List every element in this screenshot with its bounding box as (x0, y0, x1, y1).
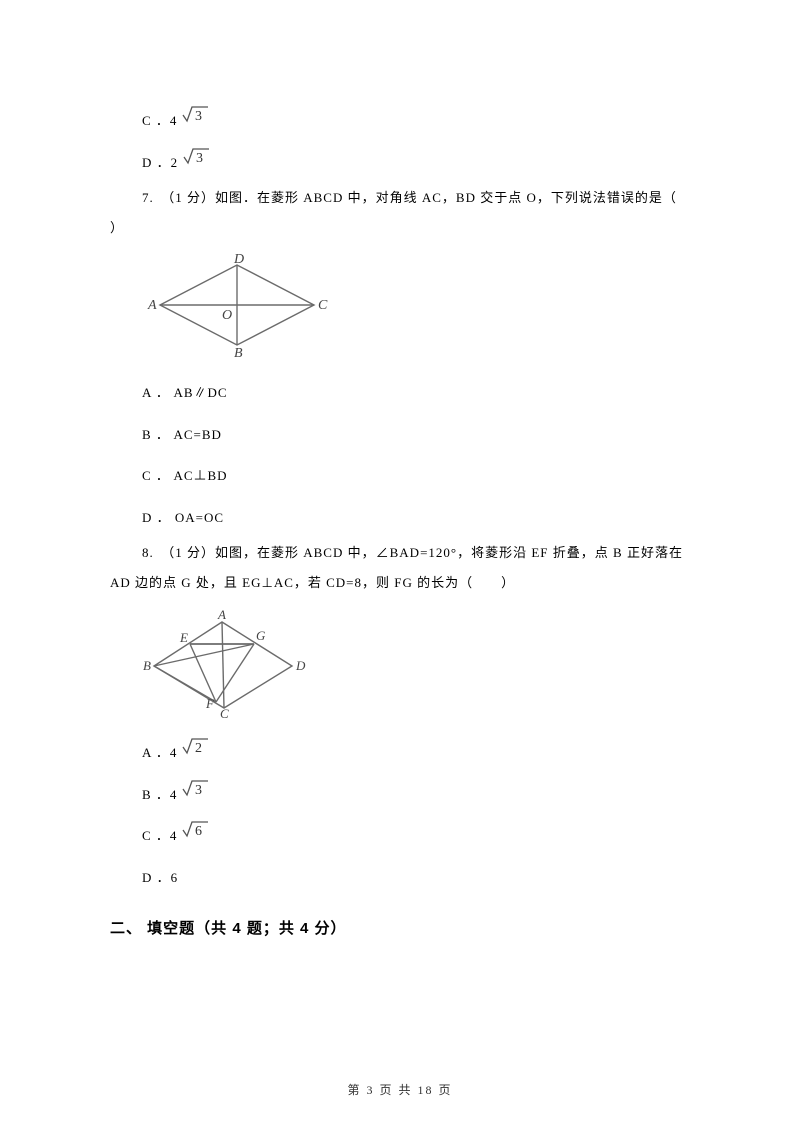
fold-rhombus-icon: A B C D E F G (142, 608, 322, 718)
svg-text:B: B (143, 658, 151, 673)
q8-option-d: D ．6 (110, 857, 690, 899)
q6-optC-text: C ．4 (142, 100, 177, 142)
section-2-title: 二、 填空题（共 4 题；共 4 分） (110, 917, 690, 938)
sqrt-3-icon: 3 (181, 774, 211, 816)
q7-option-c: C ． AC⊥BD (110, 455, 690, 497)
q8-diagram: A B C D E F G (110, 608, 690, 722)
svg-text:C: C (220, 706, 229, 718)
q8-option-b: B ．4 3 (110, 774, 690, 816)
svg-text:G: G (256, 628, 266, 643)
q8-optB-text: B ．4 (142, 774, 177, 816)
page-footer: 第 3 页 共 18 页 (0, 1081, 800, 1098)
svg-text:A: A (147, 298, 157, 313)
q7-diagram: A D C B O (110, 253, 690, 362)
q8-stem-line2: AD 边的点 G 处，且 EG⊥AC，若 CD=8，则 FG 的长为（ ） (110, 568, 690, 598)
svg-text:3: 3 (196, 151, 204, 166)
rhombus-abcd-icon: A D C B O (142, 253, 342, 358)
q6-option-c: C ．4 3 (110, 100, 690, 142)
sqrt-2-icon: 2 (181, 732, 211, 774)
q8-optA-text: A ．4 (142, 732, 177, 774)
q6-option-d: D ．2 3 (110, 142, 690, 184)
svg-text:3: 3 (195, 109, 203, 124)
q7-stem-line2: ） (110, 213, 690, 243)
q7-stem-line1: 7. （1 分）如图．在菱形 ABCD 中，对角线 AC，BD 交于点 O，下列… (110, 183, 690, 213)
svg-text:D: D (233, 253, 244, 267)
q7-option-d: D ． OA=OC (110, 497, 690, 539)
svg-text:F: F (205, 696, 215, 711)
svg-text:O: O (222, 308, 232, 323)
q8-option-c: C ．4 6 (110, 815, 690, 857)
q6-optD-text: D ．2 (142, 142, 178, 184)
svg-text:C: C (318, 298, 328, 313)
q8-stem-line1: 8. （1 分）如图，在菱形 ABCD 中，∠BAD=120°，将菱形沿 EF … (110, 538, 690, 568)
q7-option-b: B ． AC=BD (110, 414, 690, 456)
svg-text:3: 3 (195, 783, 203, 798)
svg-text:D: D (295, 658, 306, 673)
q8-option-a: A ．4 2 (110, 732, 690, 774)
svg-text:2: 2 (195, 741, 203, 756)
svg-text:B: B (234, 346, 243, 358)
svg-text:6: 6 (195, 824, 203, 839)
sqrt-3-icon: 3 (181, 100, 211, 142)
sqrt-6-icon: 6 (181, 815, 211, 857)
sqrt-3-icon: 3 (182, 142, 212, 184)
svg-text:E: E (179, 630, 188, 645)
q8-optC-text: C ．4 (142, 815, 177, 857)
svg-text:A: A (217, 608, 226, 622)
q7-option-a: A ． AB∥DC (110, 372, 690, 414)
